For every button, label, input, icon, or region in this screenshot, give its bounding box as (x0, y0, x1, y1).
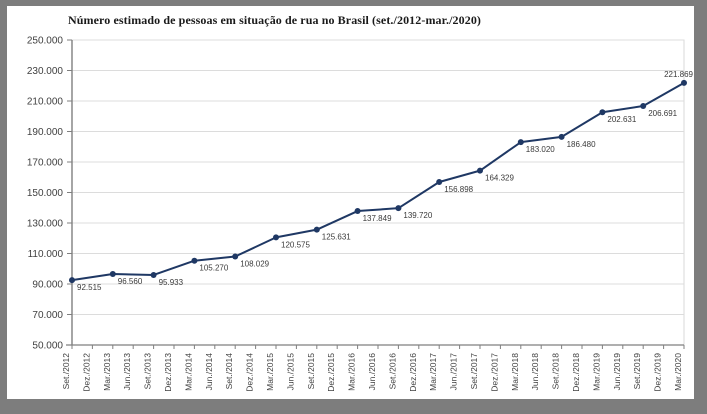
data-point (681, 79, 687, 86)
x-axis-label: Dez./2013 (163, 353, 173, 392)
line-chart: 50.000 70.000 90.000 110.000 130.000 150.000 1… (27, 36, 694, 392)
y-axis-label: 190.000 (27, 127, 64, 138)
data-point (558, 133, 565, 140)
data-label: 105.270 (199, 264, 228, 273)
x-axis-label: Dez./2016 (408, 353, 418, 392)
y-axis-label: 250.000 (27, 36, 64, 47)
data-point (395, 205, 402, 212)
y-axis-label: 90.000 (32, 280, 63, 291)
data-label: 95.933 (159, 278, 184, 287)
data-point (354, 208, 361, 215)
data-point (436, 178, 443, 185)
x-axis-label: Dez./2012 (81, 353, 91, 392)
x-axis-label: Mar./2019 (591, 353, 601, 391)
x-axis-label: Dez./2017 (489, 353, 499, 392)
data-label: 92.515 (77, 283, 102, 292)
data-label: 164.329 (485, 174, 514, 183)
x-axis-label: Set./2017 (469, 353, 479, 390)
x-axis-label: Set./2016 (387, 353, 397, 390)
data-label: 125.631 (322, 233, 351, 242)
x-axis-label: Jun./2016 (367, 353, 377, 391)
x-axis-label: Mar./2018 (510, 353, 520, 391)
data-label: 96.560 (118, 277, 143, 286)
chart-title: Número estimado de pessoas em situação d… (68, 13, 482, 27)
x-axis-label: Dez./2018 (571, 353, 581, 392)
x-axis-label: Mar./2017 (428, 353, 438, 391)
data-label: 120.575 (281, 240, 310, 249)
data-label: 137.849 (363, 214, 392, 223)
data-point (109, 270, 116, 277)
data-point (599, 109, 606, 116)
x-axis-label: Jun./2014 (204, 353, 214, 391)
x-axis-label: Jun./2017 (449, 353, 459, 391)
data-point (191, 257, 198, 264)
x-axis-label: Mar./2015 (265, 353, 275, 391)
data-label: 183.020 (526, 145, 555, 154)
x-axis-label: Jun./2018 (530, 353, 540, 391)
y-axis-label: 70.000 (32, 310, 63, 321)
x-axis-label: Set./2018 (551, 353, 561, 390)
data-label: 156.898 (444, 185, 473, 194)
data-label: 139.720 (403, 211, 432, 220)
x-axis-label: Mar./2014 (183, 353, 193, 391)
x-axis-label: Set./2013 (143, 353, 153, 390)
y-axis-label: 130.000 (27, 219, 64, 230)
y-axis-label: 170.000 (27, 158, 64, 169)
data-point (150, 271, 157, 278)
data-point (232, 253, 239, 260)
x-axis-label: Set./2019 (632, 353, 642, 390)
data-point (640, 103, 647, 110)
x-axis-label: Mar./2016 (347, 353, 357, 391)
data-label: 108.029 (240, 260, 269, 269)
y-axis-label: 50.000 (32, 341, 63, 352)
x-axis-label: Jun./2019 (612, 353, 622, 391)
x-axis-label: Dez./2015 (326, 353, 336, 392)
y-axis-label: 230.000 (27, 66, 64, 77)
data-point (273, 234, 279, 241)
x-axis-label: Jun./2013 (122, 353, 132, 391)
data-point (313, 226, 320, 233)
x-axis-label: Set./2014 (224, 353, 234, 390)
data-label: 186.480 (567, 140, 596, 149)
data-label: 202.631 (607, 115, 636, 124)
data-point (69, 277, 75, 284)
x-axis-label: Dez./2019 (653, 353, 663, 392)
x-axis-label: Jun./2015 (285, 353, 295, 391)
x-axis-label: Dez./2014 (245, 353, 255, 392)
data-point (477, 167, 483, 174)
series-line (71, 82, 685, 282)
data-label: 221.869 (664, 70, 693, 79)
x-axis-label: Mar./2013 (102, 353, 112, 391)
x-axis-label: Set./2012 (61, 353, 71, 390)
y-axis-label: 210.000 (27, 97, 64, 108)
y-axis-label: 110.000 (28, 249, 64, 260)
data-label: 206.691 (648, 109, 677, 118)
y-axis-label: 150.000 (27, 188, 64, 199)
chart-canvas: Número estimado de pessoas em situação d… (7, 6, 694, 399)
data-point (517, 139, 524, 146)
x-axis-label: Set./2015 (306, 353, 316, 390)
x-axis-label: Mar./2020 (673, 353, 683, 391)
